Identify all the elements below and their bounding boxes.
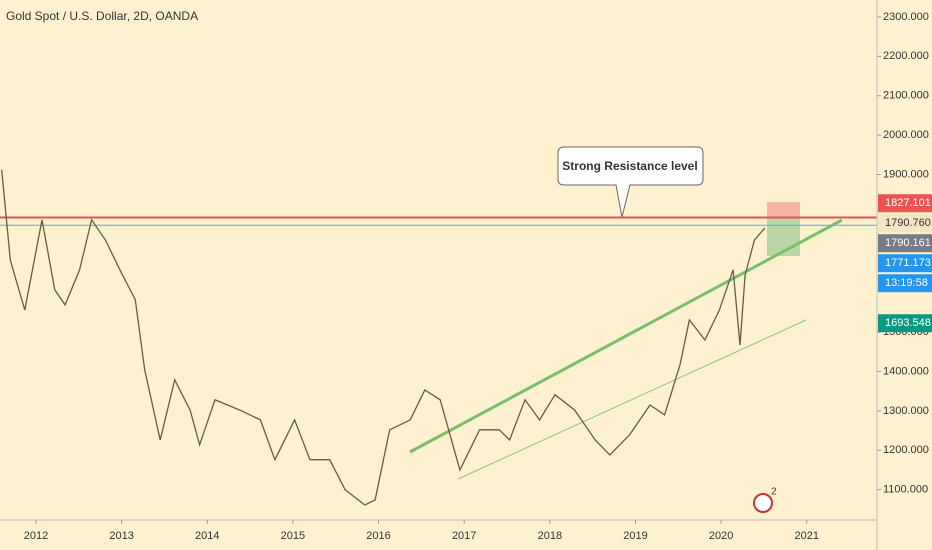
x-tick-label: 2015	[281, 530, 305, 542]
y-tick-label: 1400.000	[883, 365, 929, 377]
drawings: Strong Resistance level 2	[0, 146, 877, 513]
reward-box	[767, 217, 800, 256]
price-line	[1, 169, 766, 506]
y-tick-label: 2300.000	[883, 11, 929, 23]
y-tick-label: 2000.000	[883, 129, 929, 141]
chart-title: Gold Spot / U.S. Dollar, 2D, OANDA	[6, 9, 198, 23]
x-tick-label: 2012	[24, 530, 48, 542]
x-tick-label: 2016	[366, 530, 390, 542]
price-label-box	[878, 194, 932, 213]
price-label: 1790.161	[885, 237, 931, 249]
risk-box	[767, 202, 800, 217]
x-tick-label: 2013	[109, 530, 133, 542]
trend-line	[409, 218, 843, 454]
price-label: 1693.548	[885, 317, 931, 329]
x-tick-label: 2014	[195, 530, 219, 542]
badge: 2	[771, 487, 777, 498]
event-icon[interactable]	[753, 493, 773, 513]
x-tick-label: 2019	[623, 530, 647, 542]
trend-line	[457, 319, 807, 480]
x-tick-label: 2021	[795, 530, 819, 542]
y-tick-label: 1200.000	[883, 444, 929, 456]
annotation: Strong Resistance level	[562, 159, 697, 173]
x-tick-label: 2020	[709, 530, 733, 542]
y-tick-label: 2200.000	[883, 50, 929, 62]
countdown: 13:19:58	[885, 277, 928, 289]
price-label: 1771.173	[885, 257, 931, 269]
y-tick-label: 1100.000	[883, 484, 928, 496]
countdown-box	[878, 274, 932, 293]
x-tick-label: 2018	[538, 530, 562, 542]
price-label-box	[878, 234, 932, 253]
price-label-box	[878, 214, 932, 233]
y-tick-label: 1900.000	[883, 168, 929, 180]
callout	[557, 146, 704, 218]
y-tick-label: 2100.000	[883, 90, 929, 102]
price-label-box	[878, 314, 932, 333]
x-tick-label: 2017	[452, 530, 476, 542]
price-label: 1790.760	[885, 217, 931, 229]
y-tick-label: 1300.000	[883, 405, 929, 417]
price-label: 1827.101	[885, 197, 931, 209]
price-label-box	[878, 254, 932, 273]
